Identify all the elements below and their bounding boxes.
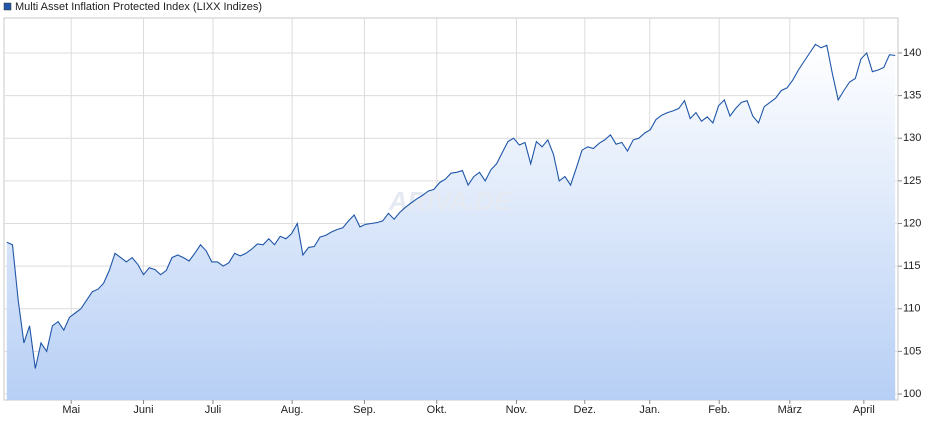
legend-label: Multi Asset Inflation Protected Index (L… [15,1,262,13]
x-tick-label: Juli [205,404,222,416]
line [6,43,896,369]
x-tick-label: Aug. [281,404,304,416]
y-tick-label: 105 [903,345,921,357]
y-tick-label: 115 [903,260,921,272]
x-tick-label: März [778,404,802,416]
watermark: ARIVA.DE [388,186,512,216]
x-tick-label: Juni [133,404,153,416]
x-tick-label: Jan. [639,404,660,416]
x-tick-label: Mai [62,404,80,416]
area [6,44,896,401]
y-tick-label: 100 [903,388,921,400]
x-tick-label: Sep. [353,404,376,416]
y-tick-label: 135 [903,90,921,102]
y-tick-label: 130 [903,132,921,144]
x-tick-label: Dez. [574,404,597,416]
legend-swatch [3,2,12,11]
y-tick-label: 110 [903,303,921,315]
y-tick-label: 140 [903,47,921,59]
y-tick-label: 120 [903,217,921,229]
x-tick-label: April [853,404,875,416]
x-tick-label: Okt. [427,404,447,416]
x-tick-label: Nov. [506,404,528,416]
x-tick-label: Feb. [708,404,730,416]
y-tick-label: 125 [903,175,921,187]
